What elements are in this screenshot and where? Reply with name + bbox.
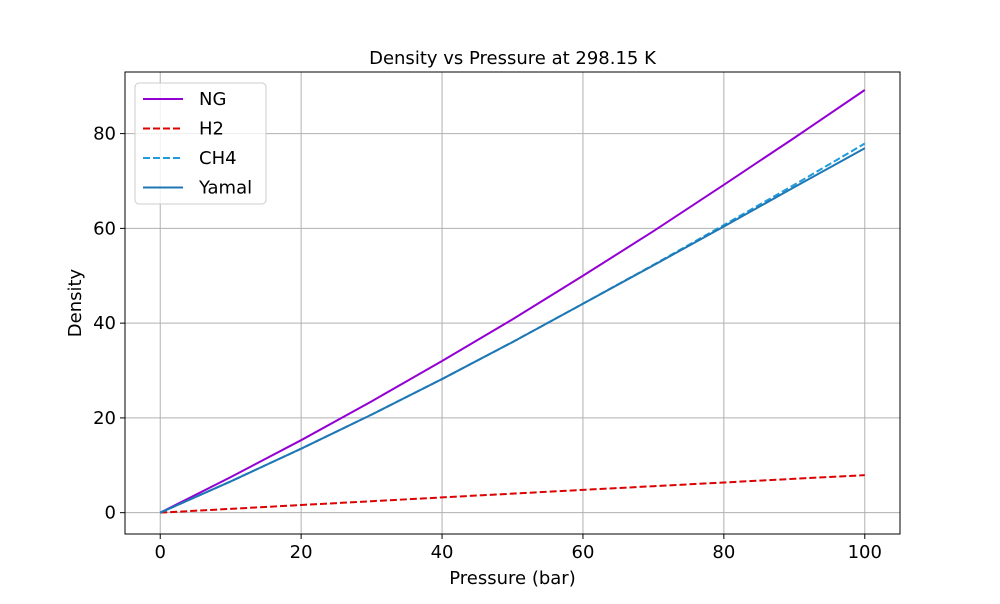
- legend-label: H2: [199, 119, 224, 140]
- legend-label: Yamal: [198, 178, 252, 199]
- y-axis-label: Density: [65, 268, 86, 337]
- series-line-ng: [159, 89, 866, 514]
- x-tick-label: 40: [431, 542, 454, 563]
- y-tick-label: 60: [93, 218, 116, 239]
- axis-ticks: 0 20 40 60 80 100 0 20 40 60 80: [93, 124, 882, 563]
- legend: NG H2 CH4 Yamal: [134, 82, 267, 205]
- x-tick-label: 100: [848, 542, 882, 563]
- x-tick-label: 0: [155, 542, 166, 563]
- y-tick-label: 80: [93, 124, 116, 145]
- plot-frame: [124, 71, 901, 535]
- x-tick-label: 60: [572, 542, 595, 563]
- legend-label: NG: [199, 89, 226, 110]
- y-tick-label: 0: [105, 503, 116, 524]
- chart-title: Density vs Pressure at 298.15 K: [369, 48, 657, 69]
- x-tick-label: 80: [712, 542, 735, 563]
- legend-label: CH4: [199, 148, 237, 169]
- series-line-h2: [160, 474, 865, 514]
- series-line-yamal: [159, 147, 866, 514]
- legend-box: [134, 82, 267, 205]
- x-axis-label: Pressure (bar): [449, 568, 575, 589]
- series-group: [159, 89, 866, 514]
- x-tick-label: 20: [290, 542, 313, 563]
- y-tick-label: 40: [93, 313, 116, 334]
- y-tick-label: 20: [93, 408, 116, 429]
